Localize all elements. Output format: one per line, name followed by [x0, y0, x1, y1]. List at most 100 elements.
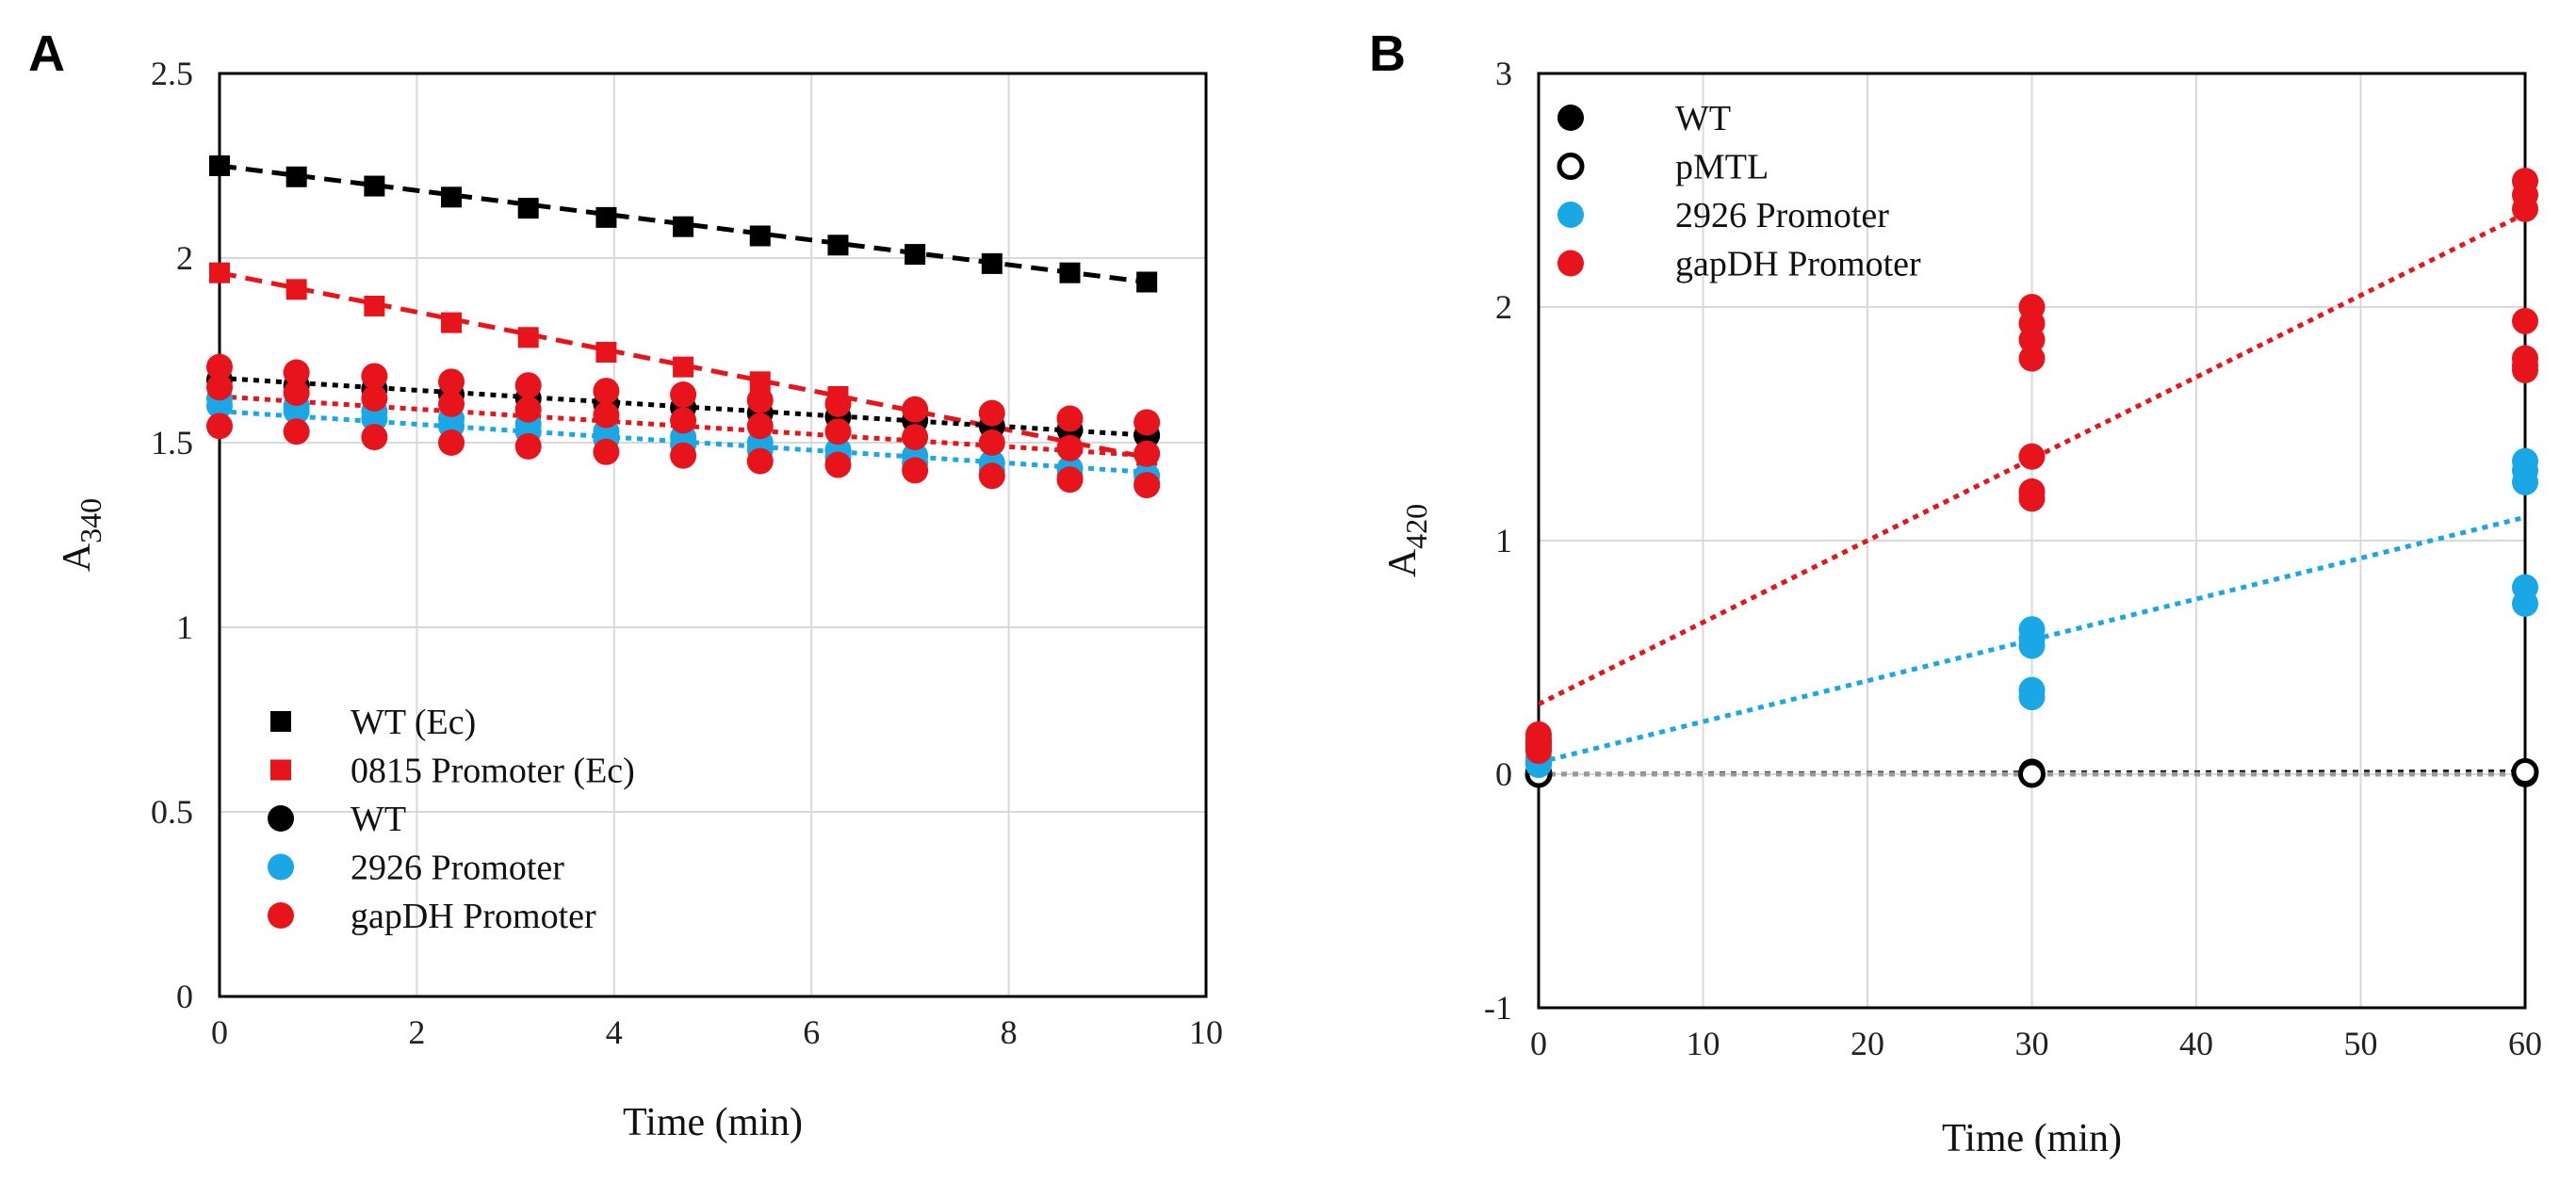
- series-gapdh-promoter: [206, 353, 1161, 499]
- y-axis-label-main: A: [56, 542, 99, 572]
- legend-marker: [268, 853, 294, 881]
- legend-label: pMTL: [1675, 148, 1769, 187]
- y-axis-label-subscript: 340: [73, 498, 107, 543]
- legend-label: 0815 Promoter (Ec): [351, 752, 635, 791]
- data-point: [981, 252, 1003, 274]
- data-point: [593, 401, 620, 429]
- data-point: [824, 418, 852, 445]
- data-point: [206, 392, 233, 419]
- data-point: [1136, 271, 1158, 293]
- data-point: [206, 374, 233, 401]
- x-tick-label: 4: [606, 1013, 623, 1051]
- legend-label: gapDH Promoter: [351, 897, 596, 936]
- y-tick-label: 1: [1495, 522, 1512, 559]
- data-point: [206, 353, 233, 381]
- data-point: [364, 295, 385, 316]
- data-point: [902, 457, 929, 484]
- y-tick-label: 0: [176, 978, 193, 1015]
- x-tick-label: 10: [1189, 1013, 1223, 1051]
- data-point: [206, 413, 233, 440]
- data-point: [593, 378, 620, 405]
- data-point: [517, 327, 539, 348]
- y-axis-label: A340: [56, 498, 107, 572]
- legend-label: gapDH Promoter: [1675, 245, 1921, 284]
- plot-frame: [1537, 72, 2527, 1010]
- y-tick-label: 2.5: [151, 55, 193, 92]
- data-point: [1133, 440, 1161, 467]
- x-tick-label: 30: [2015, 1025, 2049, 1062]
- data-point: [978, 399, 1005, 427]
- data-point: [595, 341, 617, 363]
- data-point: [2512, 469, 2538, 495]
- data-point: [905, 244, 926, 266]
- data-point: [749, 371, 771, 393]
- data-point: [364, 175, 385, 197]
- data-point: [438, 390, 465, 417]
- data-point: [2512, 307, 2538, 334]
- data-point: [749, 225, 771, 247]
- data-point: [595, 206, 617, 228]
- data-point: [673, 356, 694, 378]
- data-point: [514, 432, 542, 460]
- x-tick-label: 0: [211, 1013, 228, 1051]
- legend: WT pMTL 2926 Promoter gapDH Promoter: [1557, 99, 1921, 284]
- data-point: [361, 424, 388, 451]
- y-axis-label-text: A420: [1381, 504, 1433, 577]
- y-tick-label: 2: [176, 239, 193, 277]
- x-axis-label: Time (min): [1942, 1117, 2122, 1160]
- data-point: [978, 429, 1005, 456]
- x-tick-label: 0: [1530, 1025, 1547, 1062]
- data-point: [283, 418, 310, 445]
- data-point: [209, 155, 230, 176]
- data-point: [2511, 758, 2539, 786]
- x-tick-label: 60: [2508, 1025, 2542, 1062]
- data-point: [283, 359, 310, 386]
- data-point: [2018, 326, 2046, 353]
- legend-label: 2926 Promoter: [351, 849, 564, 888]
- data-point: [824, 451, 852, 478]
- data-point: [361, 405, 388, 432]
- data-point: [824, 390, 852, 417]
- data-point: [746, 386, 774, 413]
- data-point: [2018, 760, 2046, 788]
- data-point: [670, 407, 697, 434]
- y-axis-label-main: A: [1381, 548, 1425, 577]
- data-point: [593, 438, 620, 465]
- data-point: [441, 186, 463, 208]
- trendline-gapdh-promoter: [1539, 211, 2525, 706]
- data-point: [902, 424, 929, 451]
- legend: WT (Ec) 0815 Promoter (Ec) WT 2926 Promoter…: [268, 703, 635, 936]
- data-point: [1056, 466, 1084, 494]
- x-tick-label: 40: [2179, 1025, 2213, 1062]
- x-axis-label: Time (min): [623, 1101, 803, 1144]
- data-point: [670, 442, 697, 469]
- legend-marker: [1557, 250, 1584, 277]
- data-point: [1133, 409, 1161, 436]
- panel-label: A: [28, 25, 65, 82]
- data-point: [2512, 356, 2538, 383]
- data-point: [1056, 434, 1084, 461]
- data-point: [670, 381, 697, 409]
- data-point: [2018, 345, 2046, 372]
- data-point: [2018, 485, 2046, 512]
- data-point: [2018, 443, 2046, 470]
- x-tick-label: 2: [408, 1013, 425, 1051]
- x-tick-label: 6: [803, 1013, 820, 1051]
- series-gapdh-promoter: [1525, 168, 2538, 765]
- data-point: [827, 235, 849, 256]
- x-tick-label: 50: [2344, 1025, 2378, 1062]
- y-tick-label: -1: [1484, 989, 1512, 1027]
- data-point: [2512, 195, 2538, 222]
- plot-frame: [218, 72, 1208, 998]
- data-point: [438, 368, 465, 396]
- panel-label: B: [1369, 25, 1406, 82]
- legend-marker: [270, 711, 291, 732]
- data-point: [361, 384, 388, 412]
- data-point: [746, 447, 774, 475]
- y-axis-label-text: A340: [56, 498, 107, 572]
- series-wt-ec-: [209, 155, 1158, 293]
- legend-marker: [1557, 153, 1585, 180]
- legend-label: 2926 Promoter: [1675, 196, 1889, 235]
- data-point: [285, 166, 307, 187]
